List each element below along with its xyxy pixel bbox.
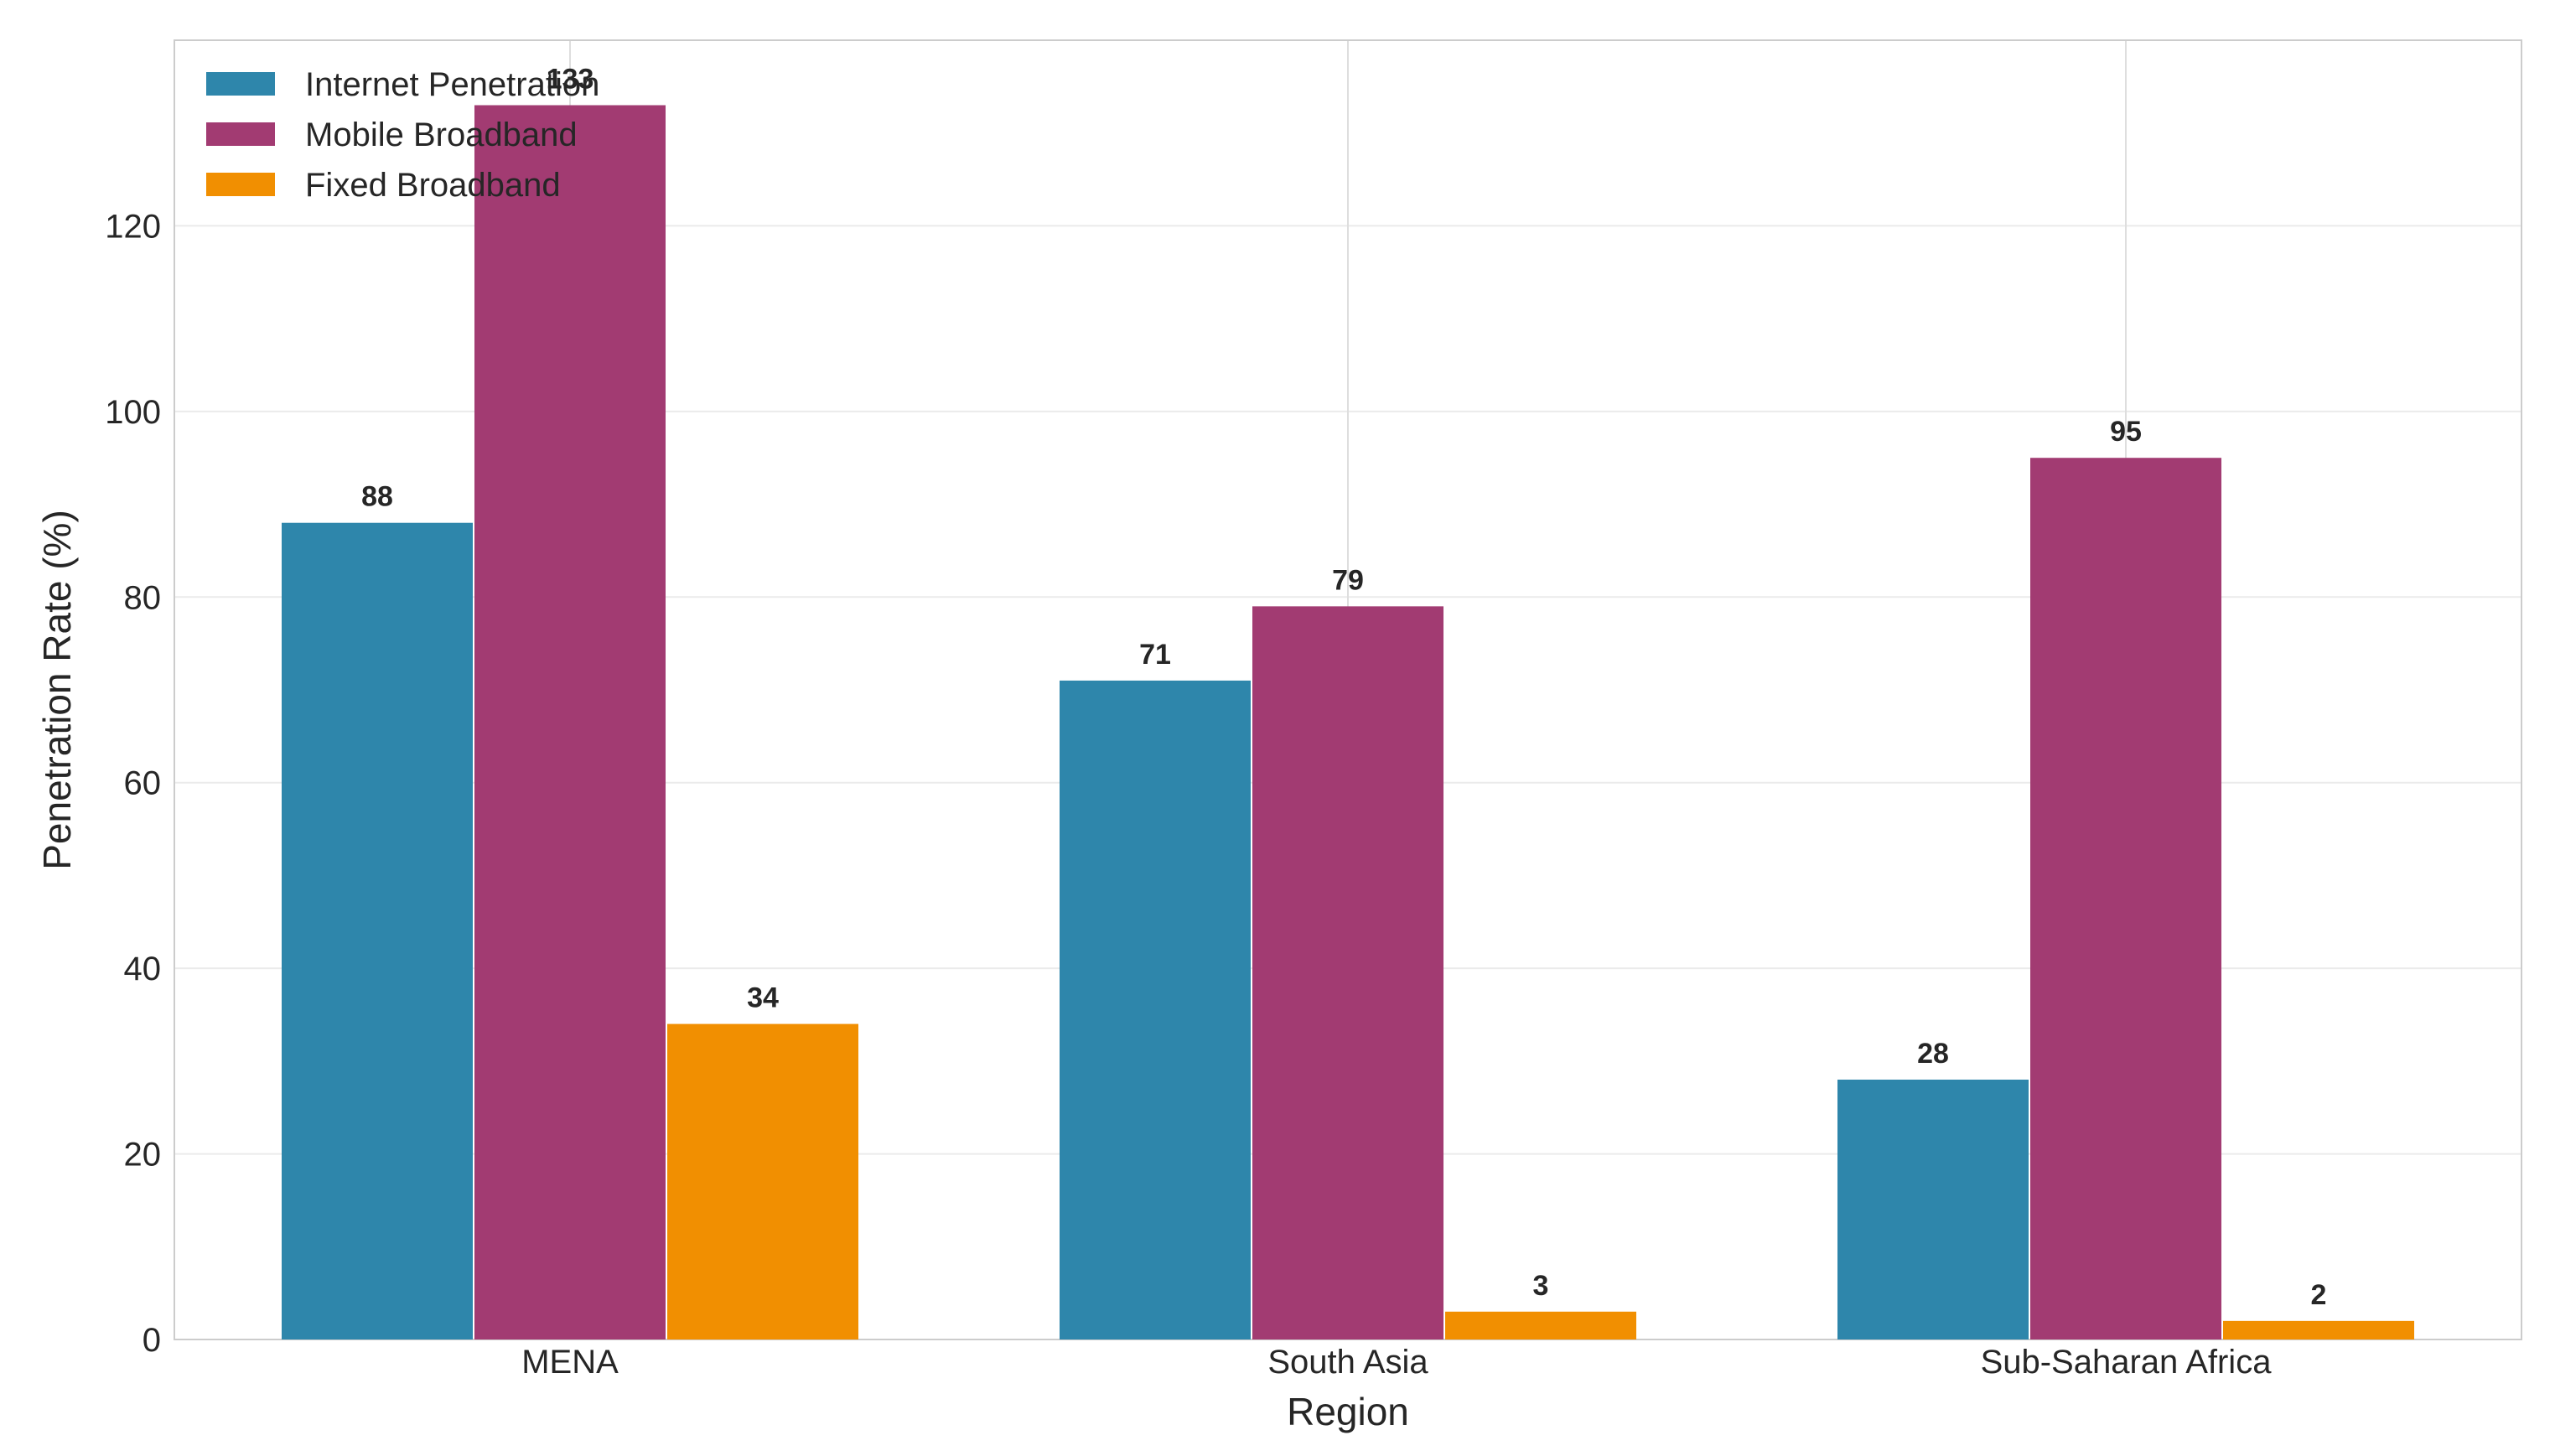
legend-label: Mobile Broadband xyxy=(305,117,578,153)
y-tick-label: 60 xyxy=(124,765,162,802)
data-label: 79 xyxy=(1332,564,1364,596)
x-tick-label: MENA xyxy=(521,1344,619,1381)
x-axis-title: Region xyxy=(1287,1390,1409,1433)
data-label: 71 xyxy=(1139,639,1171,671)
bar-layer: 88 71 28 133 79 95 34 3 2 xyxy=(282,64,2414,1339)
x-tick-labels: MENA South Asia Sub-Saharan Africa xyxy=(521,1344,2272,1381)
data-label: 2 xyxy=(2311,1279,2327,1311)
bar-internet-penetration-south-asia xyxy=(1060,680,1251,1339)
y-tick-label: 120 xyxy=(105,208,161,245)
y-tick-labels: 0 20 40 60 80 100 120 xyxy=(105,208,161,1359)
legend-swatch xyxy=(206,72,275,96)
y-axis-title: Penetration Rate (%) xyxy=(35,510,79,870)
y-tick-label: 0 xyxy=(143,1322,161,1359)
data-label: 3 xyxy=(1533,1270,1549,1302)
bar-mobile-broadband-mena xyxy=(474,105,666,1339)
y-tick-label: 20 xyxy=(124,1137,162,1174)
legend-swatch xyxy=(206,173,275,196)
legend-label: Internet Penetration xyxy=(305,66,599,103)
bar-fixed-broadband-mena xyxy=(667,1023,858,1339)
legend-label: Fixed Broadband xyxy=(305,167,561,204)
y-tick-label: 80 xyxy=(124,579,162,616)
x-tick-label: Sub-Saharan Africa xyxy=(1981,1344,2273,1381)
data-label: 88 xyxy=(361,481,393,513)
data-label: 28 xyxy=(1917,1038,1949,1070)
bar-fixed-broadband-sub-saharan-africa xyxy=(2223,1320,2414,1339)
x-tick-label: South Asia xyxy=(1267,1344,1428,1381)
data-label: 95 xyxy=(2110,416,2142,448)
y-tick-label: 100 xyxy=(105,394,161,431)
legend: Internet Penetration Mobile Broadband Fixe… xyxy=(206,66,599,204)
bar-internet-penetration-sub-saharan-africa xyxy=(1837,1080,2029,1339)
y-tick-label: 40 xyxy=(124,951,162,987)
bar-internet-penetration-mena xyxy=(282,522,473,1339)
bar-fixed-broadband-south-asia xyxy=(1445,1311,1636,1339)
bar-mobile-broadband-sub-saharan-africa xyxy=(2030,458,2221,1339)
legend-swatch xyxy=(206,122,275,146)
data-label: 34 xyxy=(747,982,779,1014)
bar-mobile-broadband-south-asia xyxy=(1252,606,1443,1339)
data-label: 133 xyxy=(547,64,594,96)
